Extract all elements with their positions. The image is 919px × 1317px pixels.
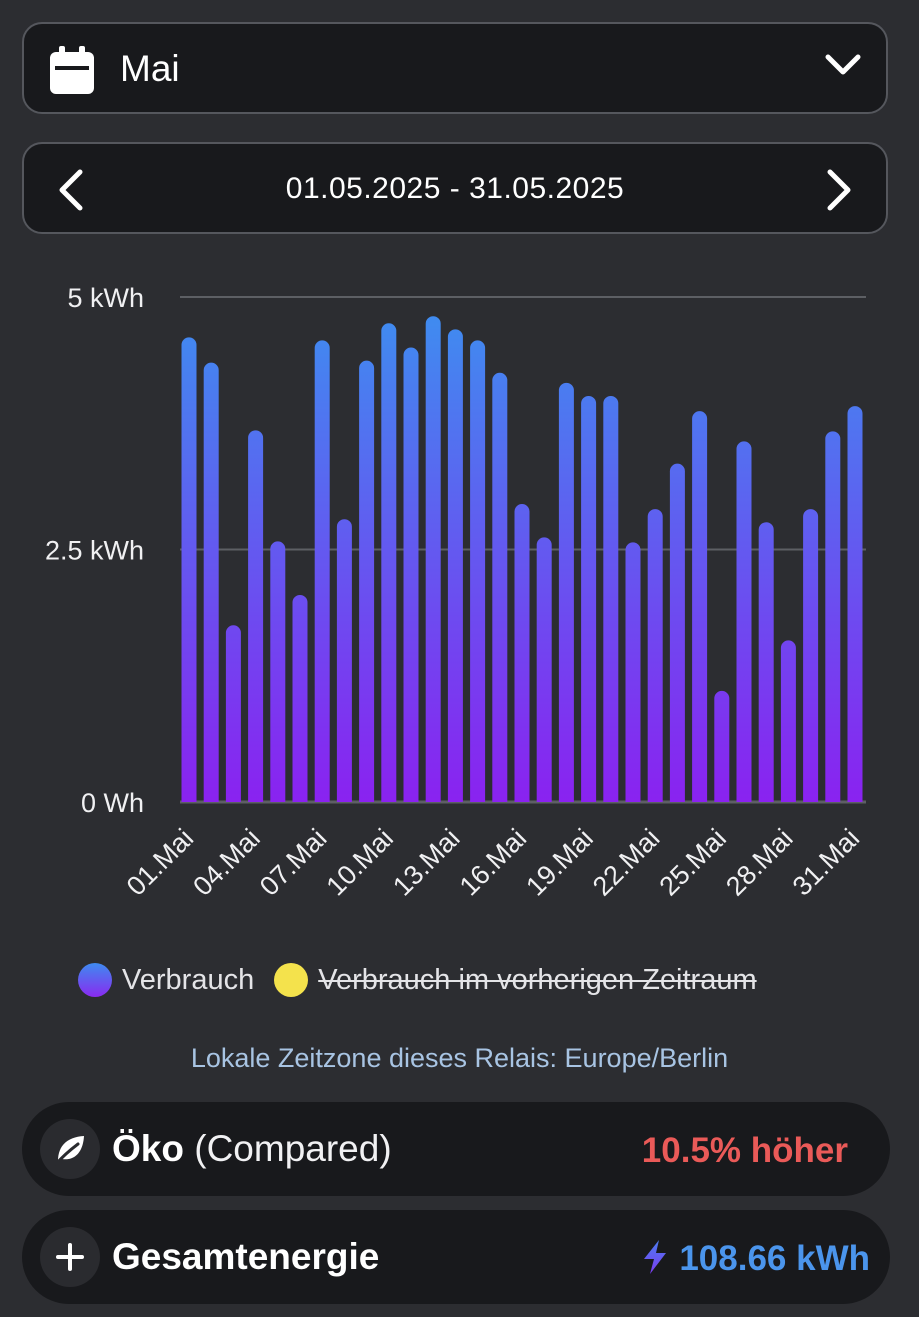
bar-26.Mai[interactable] xyxy=(736,441,752,802)
consumption-bar-chart: 0 Wh 2.5 kWh 5 kWh 01.Mai04.Mai07.Mai10.Ma… xyxy=(45,283,866,902)
date-range-label: 01.05.2025 - 31.05.2025 xyxy=(285,172,625,205)
plus-icon[interactable] xyxy=(40,1227,100,1287)
bar-11.Mai[interactable] xyxy=(403,347,419,803)
eco-subtitle: (Compared) xyxy=(194,1128,392,1169)
eco-comparison-value: 10.5% höher xyxy=(641,1131,848,1170)
bar-06.Mai[interactable] xyxy=(292,594,308,802)
y-tick-label: 0 Wh xyxy=(81,788,144,818)
legend-label-previous-period[interactable]: Verbrauch im vorherigen Zeitraum xyxy=(318,964,757,996)
bar-04.Mai[interactable] xyxy=(248,430,264,802)
eco-comparison-card[interactable]: Öko (Compared) 10.5% höher xyxy=(22,1102,890,1196)
x-tick-label: 13.Mai xyxy=(387,823,466,902)
total-energy-card[interactable]: Gesamtenergie 108.66 kWh xyxy=(22,1210,890,1304)
bar-27.Mai[interactable] xyxy=(758,522,774,802)
legend-label-verbrauch[interactable]: Verbrauch xyxy=(122,964,255,996)
bar-15.Mai[interactable] xyxy=(492,372,508,802)
lightning-icon xyxy=(641,1239,669,1280)
bar-03.Mai[interactable] xyxy=(225,625,241,802)
eco-card-title: Öko (Compared) xyxy=(112,1124,392,1174)
bar-10.Mai[interactable] xyxy=(381,323,397,802)
leaf-icon xyxy=(40,1119,100,1179)
previous-period-button[interactable] xyxy=(54,168,88,212)
bar-07.Mai[interactable] xyxy=(314,340,330,802)
bar-09.Mai[interactable] xyxy=(359,360,375,802)
y-tick-label: 5 kWh xyxy=(67,283,144,313)
bar-13.Mai[interactable] xyxy=(447,329,463,802)
bar-23.Mai[interactable] xyxy=(669,463,685,802)
next-period-button[interactable] xyxy=(822,168,856,212)
selected-period-label: Mai xyxy=(120,48,180,89)
bar-02.Mai[interactable] xyxy=(203,362,219,802)
period-dropdown[interactable]: Mai xyxy=(22,22,888,114)
bar-22.Mai[interactable] xyxy=(647,509,663,802)
chevron-right-icon xyxy=(827,169,851,211)
x-tick-label: 16.Mai xyxy=(454,823,533,902)
x-tick-label: 07.Mai xyxy=(254,823,333,902)
chevron-left-icon xyxy=(59,169,83,211)
bar-18.Mai[interactable] xyxy=(558,382,574,802)
bar-30.Mai[interactable] xyxy=(825,431,841,802)
legend-swatch-previous-period[interactable] xyxy=(274,963,309,997)
bar-28.Mai[interactable] xyxy=(780,640,796,802)
bar-31.Mai[interactable] xyxy=(847,406,863,802)
bar-29.Mai[interactable] xyxy=(803,509,819,802)
x-tick-label: 01.Mai xyxy=(121,823,200,902)
x-tick-label: 22.Mai xyxy=(587,823,666,902)
energy-value-group: 108.66 kWh xyxy=(641,1234,870,1284)
bar-05.Mai[interactable] xyxy=(270,541,286,802)
bar-20.Mai[interactable] xyxy=(603,395,619,802)
bar-24.Mai[interactable] xyxy=(692,411,708,802)
bar-14.Mai[interactable] xyxy=(470,340,486,802)
bar-17.Mai[interactable] xyxy=(536,537,552,802)
x-tick-label: 31.Mai xyxy=(787,823,866,902)
legend-swatch-verbrauch[interactable] xyxy=(78,963,112,997)
x-tick-label: 19.Mai xyxy=(520,823,599,902)
timezone-note: Lokale Zeitzone dieses Relais: Europe/Be… xyxy=(190,1043,729,1073)
x-tick-label: 10.Mai xyxy=(321,823,400,902)
chart-legend: Verbrauch Verbrauch im vorherigen Zeitra… xyxy=(78,958,757,1002)
x-tick-label: 28.Mai xyxy=(720,823,799,902)
calendar-icon xyxy=(50,46,94,101)
bar-19.Mai[interactable] xyxy=(581,395,597,802)
bar-16.Mai[interactable] xyxy=(514,504,530,802)
bar-12.Mai[interactable] xyxy=(425,316,441,802)
bar-21.Mai[interactable] xyxy=(625,542,641,802)
energy-card-title: Gesamtenergie xyxy=(112,1236,380,1277)
bar-01.Mai[interactable] xyxy=(181,337,197,802)
date-range-navigator: 01.05.2025 - 31.05.2025 xyxy=(22,142,888,234)
x-tick-label: 04.Mai xyxy=(187,823,266,902)
bar-08.Mai[interactable] xyxy=(336,519,352,802)
chevron-down-icon[interactable] xyxy=(824,52,862,83)
x-tick-label: 25.Mai xyxy=(654,823,733,902)
bar-25.Mai[interactable] xyxy=(714,690,730,802)
eco-title: Öko xyxy=(112,1128,184,1169)
total-energy-value: 108.66 kWh xyxy=(679,1239,870,1278)
y-tick-label: 2.5 kWh xyxy=(45,536,144,566)
